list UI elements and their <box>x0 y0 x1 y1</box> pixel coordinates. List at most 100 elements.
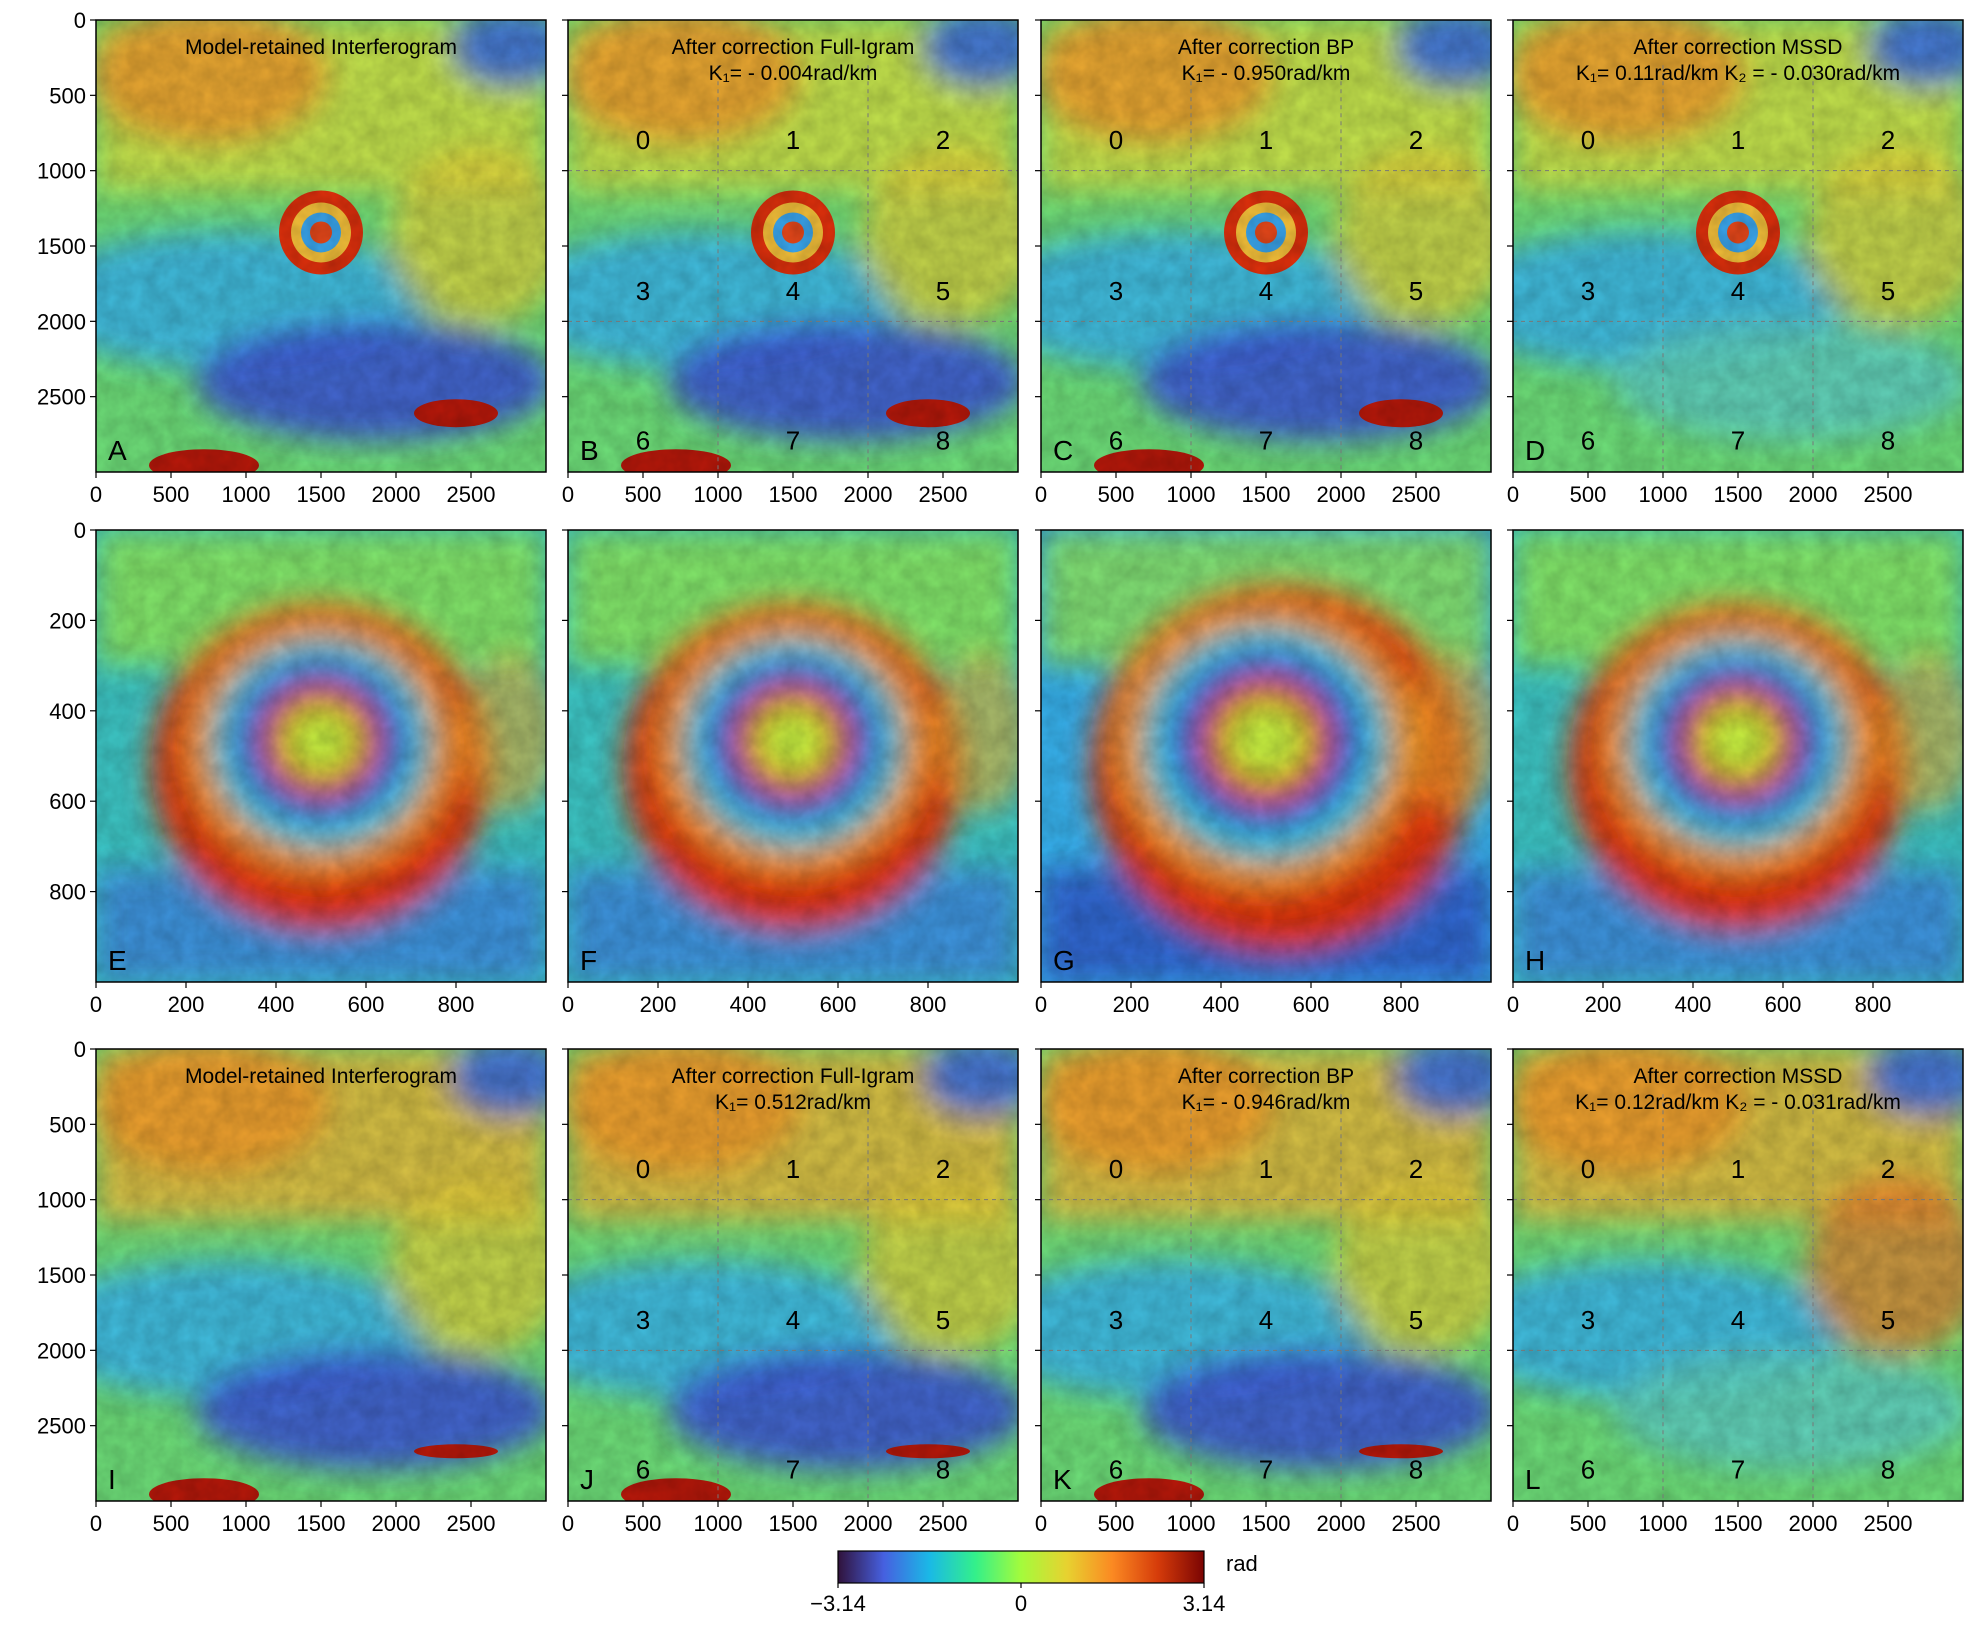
y-tick-label: 0 <box>74 1037 86 1062</box>
x-tick-label: 1500 <box>1714 1511 1763 1536</box>
panel-title: After correction BP <box>1178 36 1354 59</box>
x-tick-label: 800 <box>438 992 475 1017</box>
panel-title: After correction Full-Igram <box>672 1065 915 1088</box>
panel-title: Model-retained Interferogram <box>185 36 457 59</box>
panel-subtitle: K₁= - 0.950rad/km <box>1182 62 1351 85</box>
region-label-3: 3 <box>636 276 650 306</box>
panel-letter: K <box>1053 1464 1072 1495</box>
x-tick-label: 2000 <box>1317 1511 1366 1536</box>
x-tick-label: 1500 <box>769 482 818 507</box>
panel-subtitle: K₁= 0.512rad/km <box>715 1091 871 1114</box>
panel-letter: H <box>1525 945 1545 976</box>
panel-letter: B <box>580 435 599 466</box>
region-label-3: 3 <box>1581 276 1595 306</box>
region-label-8: 8 <box>936 1454 950 1484</box>
x-tick-label: 2000 <box>1789 1511 1838 1536</box>
x-tick-label: 800 <box>1383 992 1420 1017</box>
y-tick-label: 200 <box>49 608 86 633</box>
region-label-4: 4 <box>1731 1305 1745 1335</box>
x-tick-label: 2000 <box>372 482 421 507</box>
x-tick-label: 0 <box>90 992 102 1017</box>
region-label-5: 5 <box>936 1305 950 1335</box>
region-label-0: 0 <box>1581 125 1595 155</box>
panel-letter: C <box>1053 435 1073 466</box>
region-label-5: 5 <box>1881 276 1895 306</box>
region-label-3: 3 <box>1109 276 1123 306</box>
x-tick-label: 0 <box>1035 482 1047 507</box>
region-label-7: 7 <box>786 425 800 455</box>
panel-letter: E <box>108 945 127 976</box>
x-tick-label: 500 <box>625 482 662 507</box>
x-tick-label: 500 <box>1098 1511 1135 1536</box>
y-tick-label: 600 <box>49 789 86 814</box>
region-label-4: 4 <box>1259 1305 1273 1335</box>
region-label-3: 3 <box>1581 1305 1595 1335</box>
x-tick-label: 1500 <box>297 1511 346 1536</box>
y-tick-label: 2000 <box>37 1338 86 1363</box>
region-label-8: 8 <box>936 425 950 455</box>
x-tick-label: 200 <box>1113 992 1150 1017</box>
x-tick-label: 0 <box>562 1511 574 1536</box>
panel-subtitle: K₁= - 0.004rad/km <box>709 62 878 85</box>
x-tick-label: 0 <box>1507 992 1519 1017</box>
region-label-7: 7 <box>1731 425 1745 455</box>
panel-letter: J <box>580 1464 594 1495</box>
region-label-6: 6 <box>1109 425 1123 455</box>
colorbar-unit: rad <box>1226 1551 1258 1576</box>
region-label-7: 7 <box>786 1454 800 1484</box>
interferogram-image <box>31 4 570 481</box>
panel-letter: L <box>1525 1464 1541 1495</box>
region-label-2: 2 <box>1881 1154 1895 1184</box>
region-label-6: 6 <box>1109 1454 1123 1484</box>
x-tick-label: 1000 <box>1167 482 1216 507</box>
region-label-1: 1 <box>1259 125 1273 155</box>
x-tick-label: 1000 <box>222 482 271 507</box>
x-tick-label: 2500 <box>919 482 968 507</box>
region-label-5: 5 <box>936 276 950 306</box>
region-label-8: 8 <box>1409 425 1423 455</box>
interferogram-image <box>1513 530 1977 982</box>
x-tick-label: 1000 <box>1167 1511 1216 1536</box>
x-tick-label: 1500 <box>769 1511 818 1536</box>
region-label-6: 6 <box>1581 425 1595 455</box>
region-label-3: 3 <box>1109 1305 1123 1335</box>
x-tick-label: 1000 <box>1639 482 1688 507</box>
y-tick-label: 500 <box>49 1112 86 1137</box>
x-tick-label: 0 <box>562 992 574 1017</box>
region-label-6: 6 <box>636 425 650 455</box>
region-label-7: 7 <box>1259 425 1273 455</box>
x-tick-label: 600 <box>348 992 385 1017</box>
x-tick-label: 600 <box>820 992 857 1017</box>
y-tick-label: 0 <box>74 8 86 33</box>
interferogram-image <box>568 530 1032 982</box>
region-label-5: 5 <box>1881 1305 1895 1335</box>
region-label-1: 1 <box>1259 1154 1273 1184</box>
x-tick-label: 500 <box>1570 482 1607 507</box>
x-tick-label: 0 <box>1507 1511 1519 1536</box>
region-label-8: 8 <box>1881 425 1895 455</box>
region-label-6: 6 <box>1581 1454 1595 1484</box>
x-tick-label: 200 <box>640 992 677 1017</box>
x-tick-label: 2000 <box>372 1511 421 1536</box>
region-label-8: 8 <box>1409 1454 1423 1484</box>
region-label-1: 1 <box>1731 125 1745 155</box>
region-label-4: 4 <box>1259 276 1273 306</box>
x-tick-label: 400 <box>1675 992 1712 1017</box>
region-label-1: 1 <box>786 1154 800 1184</box>
region-label-0: 0 <box>1109 125 1123 155</box>
x-tick-label: 2000 <box>1789 482 1838 507</box>
region-label-8: 8 <box>1881 1454 1895 1484</box>
region-label-0: 0 <box>636 1154 650 1184</box>
region-label-2: 2 <box>936 125 950 155</box>
region-label-2: 2 <box>1409 1154 1423 1184</box>
panel-title: After correction Full-Igram <box>672 36 915 59</box>
x-tick-label: 0 <box>1507 482 1519 507</box>
